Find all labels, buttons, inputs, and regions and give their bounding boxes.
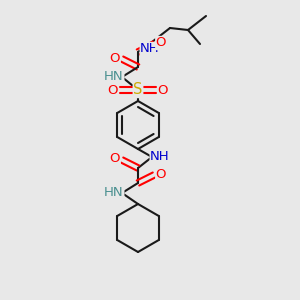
- Text: O: O: [110, 52, 120, 64]
- Text: O: O: [158, 83, 168, 97]
- Text: NH: NH: [150, 151, 170, 164]
- Text: O: O: [108, 83, 118, 97]
- Text: O: O: [110, 152, 120, 166]
- Text: HN: HN: [104, 70, 124, 83]
- Text: HN: HN: [104, 185, 124, 199]
- Text: O: O: [156, 167, 166, 181]
- Text: O: O: [156, 37, 166, 50]
- Text: S: S: [133, 82, 143, 98]
- Text: NH: NH: [140, 43, 160, 56]
